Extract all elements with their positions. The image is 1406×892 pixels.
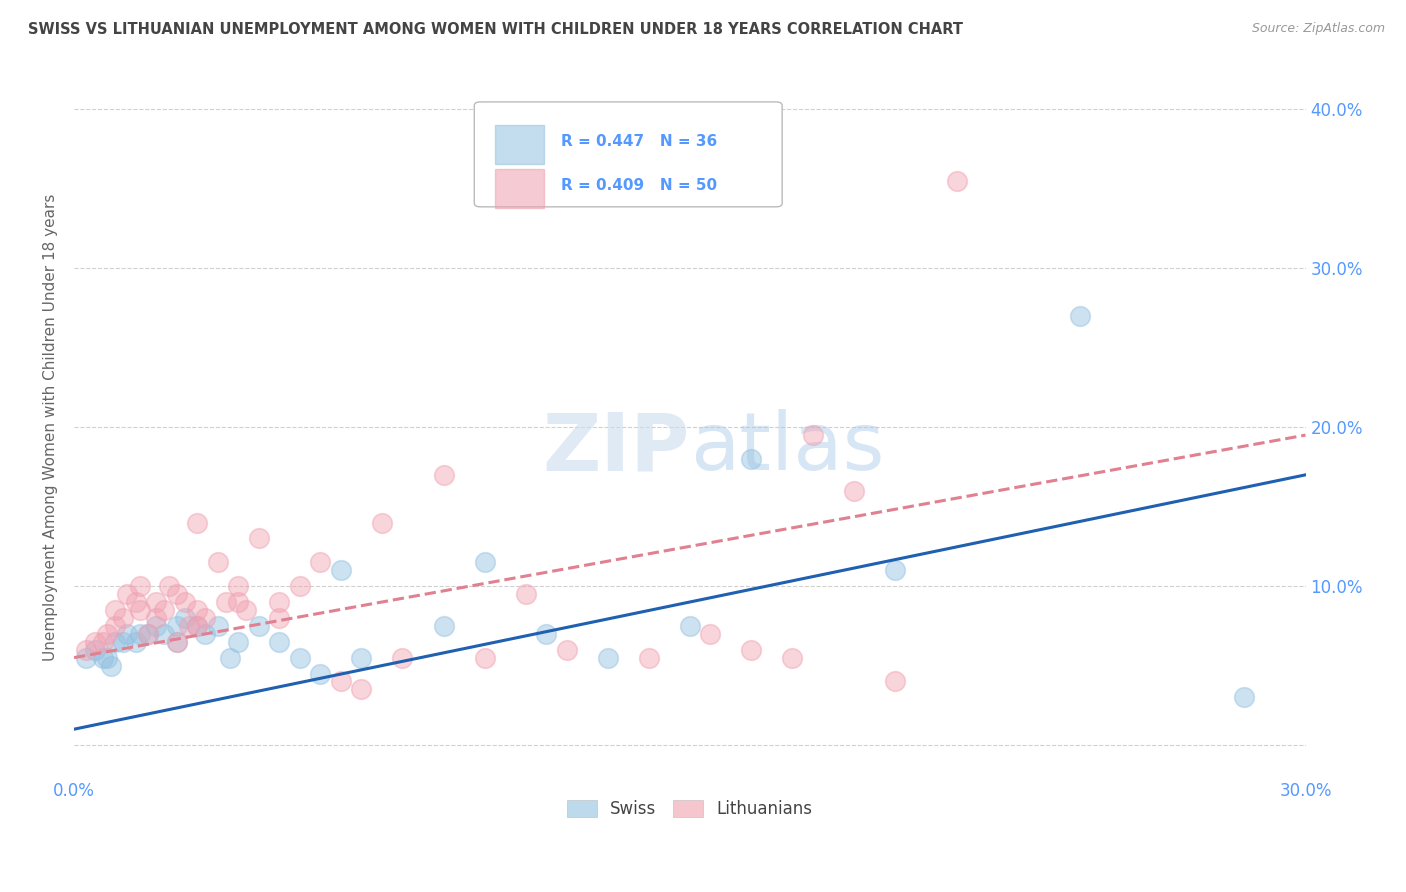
Text: SWISS VS LITHUANIAN UNEMPLOYMENT AMONG WOMEN WITH CHILDREN UNDER 18 YEARS CORREL: SWISS VS LITHUANIAN UNEMPLOYMENT AMONG W…	[28, 22, 963, 37]
Point	[269, 611, 291, 625]
Point	[174, 595, 197, 609]
Point	[153, 627, 176, 641]
Point	[269, 634, 291, 648]
Point	[91, 650, 114, 665]
Point	[801, 428, 824, 442]
Point	[740, 452, 762, 467]
Point	[166, 634, 188, 648]
Point	[128, 627, 150, 641]
Point	[329, 563, 352, 577]
Point	[534, 627, 557, 641]
Point	[194, 611, 217, 625]
Legend: Swiss, Lithuanians: Swiss, Lithuanians	[561, 793, 820, 824]
Point	[309, 666, 332, 681]
Point	[91, 634, 114, 648]
Point	[219, 650, 242, 665]
FancyBboxPatch shape	[495, 126, 544, 164]
Point	[474, 650, 496, 665]
Point	[186, 619, 208, 633]
Point	[117, 587, 139, 601]
Point	[166, 634, 188, 648]
Point	[235, 603, 257, 617]
Point	[96, 650, 118, 665]
Point	[186, 516, 208, 530]
Point	[884, 563, 907, 577]
Point	[83, 634, 105, 648]
Point	[194, 627, 217, 641]
Point	[432, 619, 454, 633]
Text: R = 0.447   N = 36: R = 0.447 N = 36	[561, 134, 717, 149]
Point	[145, 619, 167, 633]
Y-axis label: Unemployment Among Women with Children Under 18 years: Unemployment Among Women with Children U…	[44, 194, 58, 661]
Point	[75, 642, 97, 657]
Point	[166, 619, 188, 633]
Text: atlas: atlas	[690, 409, 884, 487]
Point	[186, 619, 208, 633]
Point	[782, 650, 804, 665]
Point	[96, 627, 118, 641]
Point	[1233, 690, 1256, 705]
Point	[515, 587, 537, 601]
Point	[596, 650, 619, 665]
Point	[207, 619, 229, 633]
Point	[128, 579, 150, 593]
Point	[124, 634, 146, 648]
Text: R = 0.409   N = 50: R = 0.409 N = 50	[561, 178, 717, 193]
Point	[842, 483, 865, 498]
Point	[104, 634, 127, 648]
Point	[679, 619, 702, 633]
FancyBboxPatch shape	[495, 169, 544, 208]
Point	[555, 642, 578, 657]
Point	[247, 532, 270, 546]
Point	[157, 579, 180, 593]
Point	[371, 516, 394, 530]
Point	[124, 595, 146, 609]
Point	[226, 595, 249, 609]
Point	[207, 555, 229, 569]
Point	[350, 682, 373, 697]
Point	[945, 174, 967, 188]
Point	[288, 579, 311, 593]
Point	[75, 650, 97, 665]
FancyBboxPatch shape	[474, 102, 782, 207]
Point	[174, 611, 197, 625]
Point	[247, 619, 270, 633]
Point	[269, 595, 291, 609]
Point	[350, 650, 373, 665]
Point	[112, 611, 135, 625]
Point	[740, 642, 762, 657]
Point	[136, 627, 159, 641]
Point	[112, 634, 135, 648]
Point	[474, 555, 496, 569]
Point	[177, 619, 200, 633]
Point	[637, 650, 659, 665]
Point	[186, 603, 208, 617]
Text: Source: ZipAtlas.com: Source: ZipAtlas.com	[1251, 22, 1385, 36]
Point	[145, 611, 167, 625]
Point	[884, 674, 907, 689]
Point	[104, 619, 127, 633]
Point	[136, 627, 159, 641]
Point	[128, 603, 150, 617]
Point	[432, 467, 454, 482]
Point	[699, 627, 721, 641]
Point	[215, 595, 238, 609]
Point	[117, 627, 139, 641]
Point	[145, 595, 167, 609]
Point	[226, 634, 249, 648]
Point	[309, 555, 332, 569]
Point	[83, 642, 105, 657]
Point	[329, 674, 352, 689]
Point	[1069, 309, 1091, 323]
Point	[226, 579, 249, 593]
Point	[166, 587, 188, 601]
Point	[153, 603, 176, 617]
Point	[288, 650, 311, 665]
Point	[391, 650, 413, 665]
Text: ZIP: ZIP	[543, 409, 690, 487]
Point	[104, 603, 127, 617]
Point	[100, 658, 122, 673]
